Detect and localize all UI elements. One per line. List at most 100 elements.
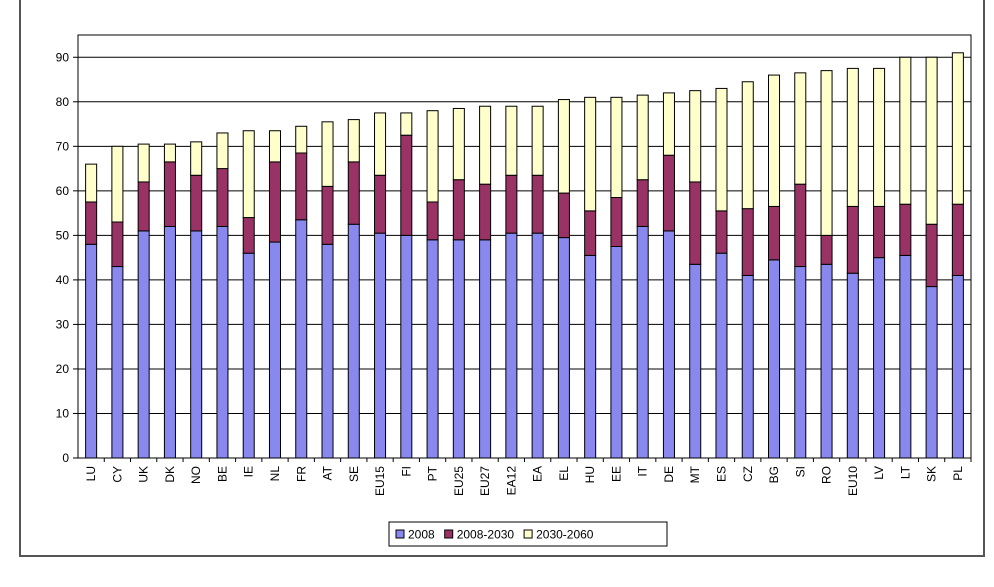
bar-segment-2008-2030 (636, 179, 649, 227)
bar-segment-2030-2060 (295, 125, 308, 154)
x-tick-label: UK (137, 466, 151, 483)
bar-segment-2030-2060 (689, 90, 702, 183)
bar-segment-2008 (610, 246, 623, 459)
bar-segment-2030-2060 (216, 132, 229, 170)
bar-segment-2030-2060 (505, 105, 518, 176)
bar-segment-2008-2030 (137, 181, 150, 232)
bar-segment-2030-2060 (925, 56, 938, 225)
bar-segment-2008 (531, 232, 544, 459)
bar-segment-2008 (557, 237, 570, 459)
bar-segment-2030-2060 (85, 163, 98, 203)
bar-segment-2008-2030 (531, 174, 544, 234)
bar-segment-2008-2030 (899, 203, 912, 256)
x-tick-label: EU27 (478, 466, 492, 496)
bar-segment-2008-2030 (925, 223, 938, 288)
y-axis-ticks: 0 10 20 30 40 50 60 70 80 90 (56, 50, 78, 465)
x-tick-label: PL (951, 466, 965, 481)
bar-segment-2008-2030 (242, 217, 255, 254)
x-tick-label: BG (767, 466, 781, 483)
y-tick-label: 70 (56, 139, 70, 153)
bar-segment-2030-2060 (899, 56, 912, 205)
bar-segment-2008-2030 (321, 185, 334, 245)
bar-segment-2008 (137, 230, 150, 459)
bar-segment-2008 (216, 225, 229, 459)
bar-segment-2030-2060 (557, 99, 570, 194)
bar-segment-2008-2030 (190, 174, 203, 232)
bar-segment-2008-2030 (767, 205, 781, 261)
bar-segment-2008 (584, 254, 597, 459)
x-tick-label: BE (215, 466, 229, 482)
x-tick-label: AT (321, 465, 335, 480)
bar-segment-2008-2030 (505, 174, 518, 234)
bar-segment-2008 (242, 252, 255, 459)
bar-segment-2030-2060 (636, 94, 649, 181)
bar-segment-2008 (452, 239, 465, 459)
plot-area (77, 34, 972, 459)
x-tick-label: FI (399, 466, 413, 477)
x-tick-label: NO (189, 466, 203, 484)
bar-segment-2030-2060 (452, 107, 465, 181)
x-tick-label: ES (714, 466, 728, 482)
bar-segment-2008 (163, 225, 176, 459)
y-tick-label: 10 (56, 406, 70, 420)
bar-segment-2030-2060 (794, 72, 807, 185)
bar-segment-2008 (820, 263, 833, 459)
x-tick-label: CY (110, 466, 124, 483)
legend-swatch (523, 529, 533, 539)
bar-segment-2008-2030 (610, 197, 623, 248)
y-tick-label: 50 (56, 228, 70, 242)
x-tick-label: SE (347, 466, 361, 482)
bar-segment-2008 (662, 230, 675, 459)
x-tick-label: EE (609, 466, 623, 482)
bar-segment-2030-2060 (426, 110, 439, 203)
bar-segment-2030-2060 (268, 130, 282, 163)
bar-segment-2008 (85, 243, 98, 459)
bar-segment-2008 (741, 274, 754, 459)
y-tick-label: 20 (56, 362, 70, 376)
bar-segment-2008 (951, 274, 964, 459)
x-tick-label: EL (557, 466, 571, 481)
bar-segment-2030-2060 (479, 105, 492, 185)
stacked-bar-chart: 0 10 20 30 40 50 60 70 80 90 LU CY UK DK NO BE IE NL FR AT… (56, 34, 972, 547)
legend-label: 2008-2030 (457, 528, 515, 542)
bar-segment-2008-2030 (347, 161, 360, 225)
bar-segment-2008 (505, 232, 518, 459)
x-tick-label: FR (294, 466, 308, 482)
bar-segment-2030-2060 (321, 121, 334, 187)
bar-segment-2008-2030 (295, 152, 308, 221)
bar-segment-2008-2030 (820, 234, 833, 265)
x-tick-label: NL (268, 466, 282, 482)
bar-segment-2008-2030 (873, 205, 886, 259)
bar-segment-2008-2030 (216, 168, 229, 227)
legend: 2008 2008-2030 2030-2060 (388, 521, 668, 547)
bar-segment-2008 (400, 234, 413, 459)
x-tick-label: CZ (741, 466, 755, 482)
bar-segment-2008 (846, 272, 859, 459)
bar-segment-2030-2060 (190, 141, 203, 176)
bar-segment-2030-2060 (662, 92, 675, 156)
x-tick-label: EU15 (373, 466, 387, 496)
bar-segment-2008-2030 (374, 174, 387, 234)
bar-segment-2008 (295, 219, 308, 459)
bar-segment-2030-2060 (400, 112, 413, 136)
bar-segment-2030-2060 (531, 105, 544, 176)
bar-segment-2030-2060 (111, 145, 124, 223)
bar-segment-2008-2030 (557, 192, 570, 239)
y-tick-label: 80 (56, 95, 70, 109)
bar-segment-2008-2030 (163, 161, 176, 227)
x-tick-label: SK (925, 466, 939, 482)
bar-segment-2030-2060 (873, 67, 886, 207)
bar-segment-2030-2060 (610, 96, 623, 199)
x-tick-label: IT (636, 465, 650, 476)
bar-segment-2008-2030 (111, 221, 124, 268)
bar-segment-2008 (426, 239, 439, 459)
x-tick-label: IE (242, 466, 256, 477)
legend-label: 2008 (408, 528, 435, 542)
bar-segment-2030-2060 (846, 67, 859, 207)
bar-segment-2008 (899, 254, 912, 459)
bar-segment-2008-2030 (715, 210, 728, 254)
bar-segment-2030-2060 (767, 74, 781, 207)
x-tick-label: DE (662, 466, 676, 483)
bar-segment-2008 (925, 286, 938, 459)
bar-segment-2008 (321, 243, 334, 459)
